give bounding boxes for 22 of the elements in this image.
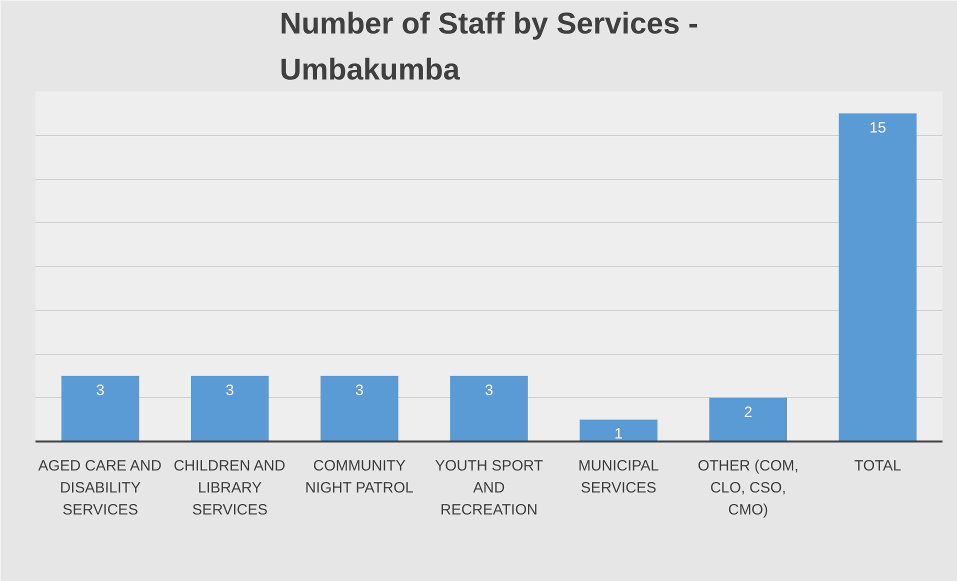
bar: [580, 420, 658, 442]
x-tick-label: AGED CARE AND DISABILITY SERVICES: [38, 458, 162, 519]
x-tick-label: MUNICIPAL SERVICES: [578, 458, 659, 497]
data-label: 2: [744, 404, 752, 421]
bar: [190, 376, 269, 442]
chart-title: Number of Staff by Services - Umbakumba: [280, 7, 698, 86]
data-label: 3: [96, 382, 104, 399]
bar: [709, 398, 788, 442]
data-label: 3: [355, 382, 364, 399]
bar: [838, 113, 917, 442]
x-tick-label: TOTAL: [854, 458, 902, 474]
x-tick-label: OTHER (COM, CLO, CSO, CMO): [698, 458, 799, 519]
bar: [450, 376, 528, 442]
x-tick-label: CHILDREN AND LIBRARY SERVICES: [174, 458, 286, 519]
bar: [61, 376, 140, 442]
x-tick-label: COMMUNITY NIGHT PATROL: [305, 458, 414, 497]
bar: [320, 376, 398, 442]
x-tick-label: YOUTH SPORT AND RECREATION: [434, 458, 544, 519]
data-label: 3: [226, 382, 234, 399]
data-label: 15: [869, 119, 886, 136]
data-label: 1: [614, 426, 623, 443]
data-label: 3: [484, 382, 494, 399]
